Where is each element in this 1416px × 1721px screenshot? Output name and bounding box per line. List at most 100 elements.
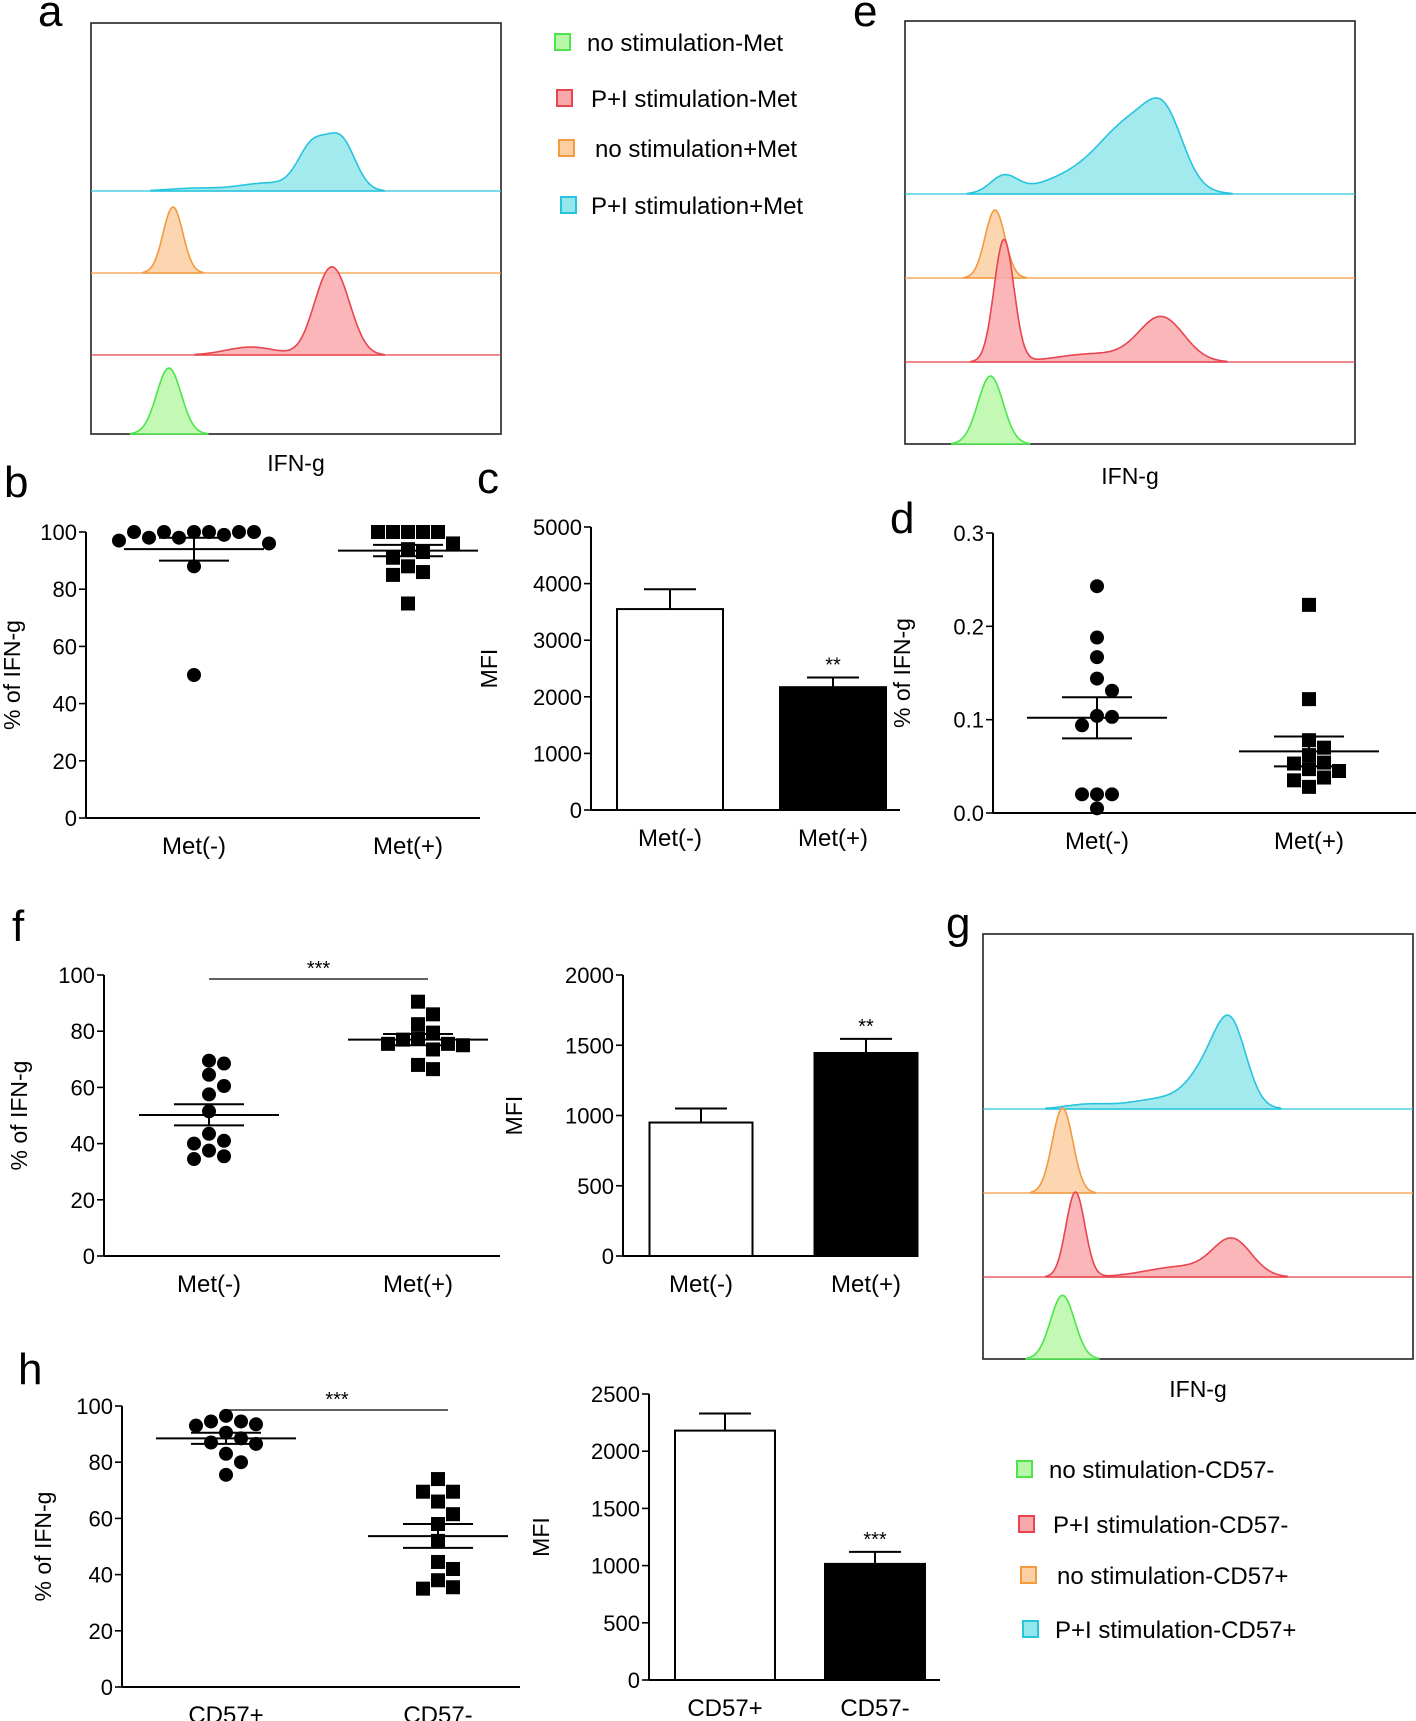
significance-label: ** [825,655,841,677]
y-axis-title: % of IFN-g [30,1492,56,1602]
data-point-square [1302,692,1316,707]
data-point-circle [247,525,261,539]
y-tick-label: 0.2 [953,614,984,639]
data-point-circle [187,668,201,682]
data-point-circle [202,1143,216,1158]
significance-label: *** [307,958,331,980]
x-category-label: CD57+ [687,1695,762,1721]
panel-letter-d: d [890,494,914,543]
legend-swatch-green [554,33,571,51]
y-tick-label: 40 [71,1132,95,1157]
panel-letter-c: c [477,454,499,503]
y-tick-label: 0 [570,798,582,823]
data-point-square [386,567,400,582]
histogram-panel-g: IFN-g [982,933,1414,1402]
data-point-circle [127,525,141,539]
x-category-label: Met(+) [798,825,868,852]
x-category-label: Met(+) [831,1271,901,1298]
legend-cd57: no stimulation-CD57- P+I stimulation-CD57… [1016,1457,1296,1644]
data-point-circle [217,1133,231,1148]
histogram-cyan [966,97,1233,195]
plot-frame [982,933,1414,1360]
data-point-square [431,1472,445,1487]
y-tick-label: 0 [628,1668,640,1693]
y-axis-title: MFI [501,1096,527,1136]
legend-swatch-orange [558,139,575,157]
x-category-label: Met(+) [373,833,443,860]
data-point-circle [202,1087,216,1102]
data-point-square [431,1573,445,1588]
data-point-circle [1105,787,1119,802]
data-point-circle [1075,718,1089,733]
data-point-square [1317,755,1331,770]
data-point-square [371,525,385,539]
panel-letter-g: g [946,899,970,948]
y-axis-title: % of IFN-g [6,1061,32,1171]
scatter-panel-b: 0 20 40 60 80 100 % of IFN-g Met(-) Met(+) [0,520,480,860]
bar-panel-c: 0 1000 2000 3000 4000 5000 MFI Met(-) Met(+) ** [476,515,900,852]
data-point-square [416,565,430,580]
legend-met: no stimulation-Met P+I stimulation-Met no … [554,30,803,220]
data-point-square [446,536,460,551]
data-point-circle [157,525,171,539]
data-point-circle [187,1136,201,1151]
legend-swatch-red [556,89,573,107]
histogram-cyan [1045,1014,1282,1110]
y-tick-label: 2000 [533,685,582,710]
data-point-square [431,525,445,539]
legend-label: no stimulation-Met [587,30,783,57]
scatter-panel-d: 0.0 0.1 0.2 0.3 % of IFN-g Met(-) Met(+) [889,521,1416,855]
x-category-label: CD57- [840,1695,909,1721]
x-axis-title: IFN-g [1169,1376,1227,1402]
data-point-square [411,1057,425,1072]
data-point-square [426,1062,440,1077]
y-tick-label: 60 [71,1075,95,1100]
data-point-square [401,596,415,611]
significance-label: *** [325,1389,349,1411]
panel-letter-e: e [853,0,877,36]
histogram-green [950,375,1031,445]
data-point-circle [187,559,201,574]
y-axis-title: % of IFN-g [0,620,25,730]
legend-swatch-cyan [1022,1620,1039,1638]
x-axis-title: IFN-g [1101,463,1159,489]
data-point-circle [217,1056,231,1071]
plot-frame [904,20,1356,445]
y-tick-label: 0.0 [953,801,984,826]
y-tick-label: 500 [577,1174,614,1199]
y-tick-label: 2000 [591,1439,640,1464]
y-tick-label: 20 [53,749,77,774]
y-axis-title: MFI [528,1517,554,1557]
x-category-label: CD57+ [188,1702,263,1721]
panel-letter-a: a [38,0,63,36]
data-point-square [426,1007,440,1022]
data-point-circle [202,1053,216,1068]
histogram-green [129,367,209,435]
panel-letter-f: f [12,902,25,951]
histogram-green [1025,1294,1100,1360]
histogram-panel-a: IFN-g [90,22,502,476]
data-point-circle [219,1467,233,1482]
data-point-square [411,994,425,1009]
data-point-circle [204,1414,218,1429]
data-point-circle [1090,630,1104,645]
data-point-circle [1090,787,1104,802]
y-tick-label: 1500 [591,1496,640,1521]
data-point-square [1317,740,1331,755]
data-point-circle [187,1152,201,1167]
data-point-circle [219,1408,233,1423]
y-tick-label: 80 [71,1019,95,1044]
legend-label: no stimulation-CD57- [1049,1457,1274,1484]
bar-2 [824,1562,926,1682]
data-point-circle [232,525,246,539]
data-point-circle [202,1067,216,1082]
legend-label: P+I stimulation-CD57+ [1055,1617,1296,1644]
x-category-label: Met(-) [162,833,226,860]
y-tick-label: 100 [58,963,95,988]
data-point-circle [1090,801,1104,816]
y-tick-label: 100 [76,1394,113,1419]
legend-swatch-green [1016,1460,1033,1478]
histogram-orange [142,206,204,274]
data-point-circle [189,1418,203,1433]
